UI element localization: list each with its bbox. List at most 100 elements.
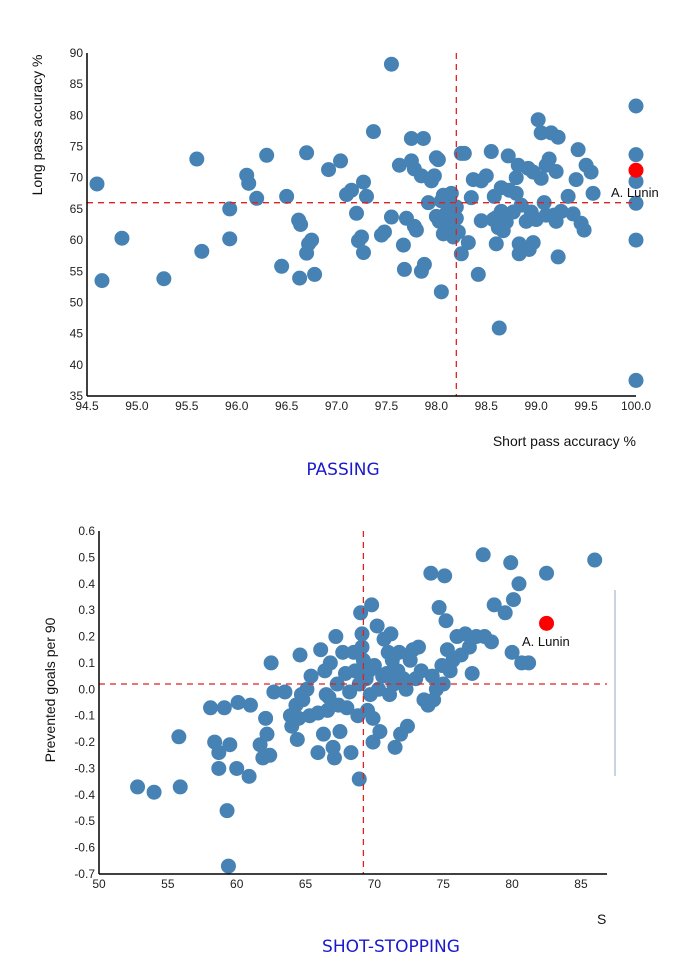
data-point[interactable] (211, 760, 227, 776)
data-point[interactable] (470, 266, 486, 282)
data-point[interactable] (332, 724, 348, 740)
data-point[interactable] (259, 726, 275, 742)
data-point[interactable] (355, 245, 371, 261)
data-point[interactable] (194, 243, 210, 259)
data-point[interactable] (587, 552, 603, 568)
data-point[interactable] (438, 613, 454, 629)
data-point[interactable] (560, 188, 576, 204)
data-point[interactable] (505, 592, 521, 608)
data-point[interactable] (351, 771, 367, 787)
data-point[interactable] (521, 655, 537, 671)
data-point[interactable] (130, 779, 146, 795)
data-point[interactable] (628, 372, 644, 388)
data-point[interactable] (525, 235, 541, 251)
data-point[interactable] (464, 665, 480, 681)
highlight-point[interactable] (628, 162, 644, 178)
data-point[interactable] (299, 145, 315, 161)
data-point[interactable] (274, 258, 290, 274)
data-point[interactable] (491, 320, 507, 336)
data-point[interactable] (383, 56, 399, 72)
data-point[interactable] (463, 190, 479, 206)
data-point[interactable] (483, 144, 499, 160)
data-point[interactable] (456, 145, 472, 161)
data-point[interactable] (365, 710, 381, 726)
data-point[interactable] (483, 634, 499, 650)
data-point[interactable] (396, 261, 412, 277)
data-point[interactable] (353, 605, 369, 621)
data-point[interactable] (576, 222, 592, 238)
data-point[interactable] (550, 249, 566, 265)
data-point[interactable] (349, 205, 365, 221)
highlight-point[interactable] (539, 615, 555, 631)
data-point[interactable] (387, 739, 403, 755)
data-point[interactable] (536, 195, 552, 211)
data-point[interactable] (222, 231, 238, 247)
data-point[interactable] (628, 173, 644, 189)
data-point[interactable] (583, 164, 599, 180)
data-point[interactable] (500, 148, 516, 164)
data-point[interactable] (443, 185, 459, 201)
data-point[interactable] (156, 271, 172, 287)
data-point[interactable] (548, 163, 564, 179)
data-point[interactable] (203, 700, 219, 716)
data-point[interactable] (313, 642, 329, 658)
data-point[interactable] (303, 668, 319, 684)
data-point[interactable] (343, 745, 359, 761)
data-point[interactable] (329, 676, 345, 692)
data-point[interactable] (339, 700, 355, 716)
data-point[interactable] (628, 195, 644, 211)
data-point[interactable] (358, 188, 374, 204)
data-point[interactable] (450, 224, 466, 240)
data-point[interactable] (216, 700, 232, 716)
data-point[interactable] (473, 213, 489, 229)
data-point[interactable] (222, 737, 238, 753)
data-point[interactable] (415, 130, 431, 146)
data-point[interactable] (364, 597, 380, 613)
data-point[interactable] (503, 555, 519, 571)
data-point[interactable] (277, 684, 293, 700)
data-point[interactable] (369, 618, 385, 634)
data-point[interactable] (533, 170, 549, 186)
data-point[interactable] (453, 246, 469, 262)
data-point[interactable] (263, 655, 279, 671)
data-point[interactable] (437, 568, 453, 584)
data-point[interactable] (504, 644, 520, 660)
data-point[interactable] (403, 130, 419, 146)
data-point[interactable] (568, 172, 584, 188)
data-point[interactable] (289, 731, 305, 747)
data-point[interactable] (328, 629, 344, 645)
data-point[interactable] (585, 185, 601, 201)
data-point[interactable] (114, 230, 130, 246)
data-point[interactable] (383, 626, 399, 642)
data-point[interactable] (372, 724, 388, 740)
data-point[interactable] (146, 784, 162, 800)
data-point[interactable] (189, 151, 205, 167)
data-point[interactable] (333, 153, 349, 169)
data-point[interactable] (628, 232, 644, 248)
data-point[interactable] (391, 157, 407, 173)
data-point[interactable] (399, 718, 415, 734)
data-point[interactable] (395, 237, 411, 253)
data-point[interactable] (299, 245, 315, 261)
data-point[interactable] (354, 626, 370, 642)
data-point[interactable] (266, 684, 282, 700)
data-point[interactable] (497, 605, 513, 621)
data-point[interactable] (219, 803, 235, 819)
data-point[interactable] (408, 222, 424, 238)
data-point[interactable] (89, 176, 105, 192)
data-point[interactable] (315, 726, 331, 742)
data-point[interactable] (249, 190, 265, 206)
data-point[interactable] (486, 597, 502, 613)
data-point[interactable] (430, 152, 446, 168)
data-point[interactable] (416, 256, 432, 272)
data-point[interactable] (365, 124, 381, 140)
data-point[interactable] (423, 565, 439, 581)
data-point[interactable] (628, 98, 644, 114)
data-point[interactable] (478, 168, 494, 184)
data-point[interactable] (376, 224, 392, 240)
data-point[interactable] (259, 147, 275, 163)
data-point[interactable] (488, 236, 504, 252)
data-point[interactable] (229, 760, 245, 776)
data-point[interactable] (475, 547, 491, 563)
data-point[interactable] (241, 175, 257, 191)
